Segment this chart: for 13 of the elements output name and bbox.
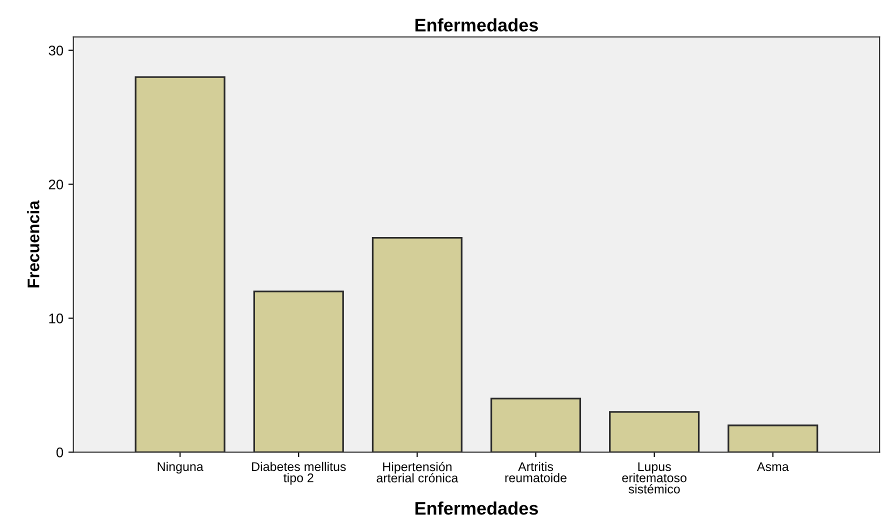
x-tick-label: Diabetes mellitus tipo 2 (252, 462, 346, 485)
x-tick-label: Lupus eritematoso sistémico (622, 462, 686, 494)
y-tick-label: 10 (49, 314, 64, 324)
y-tick-label: 20 (48, 180, 64, 190)
y-tick-label: 0 (56, 448, 64, 458)
x-tick-label: Hipertensión arterial crónica (376, 462, 458, 482)
y-axis-title: Frecuencia (27, 200, 40, 288)
x-tick-label: Artritis reumatoide (505, 462, 566, 482)
x-tick-label: Ninguna (158, 462, 204, 474)
y-tick-label: 30 (48, 46, 64, 56)
x-axis-title: Enfermedades (415, 501, 538, 515)
chart-title: Enfermedades (415, 18, 538, 32)
x-tick-label: Asma (756, 462, 789, 472)
